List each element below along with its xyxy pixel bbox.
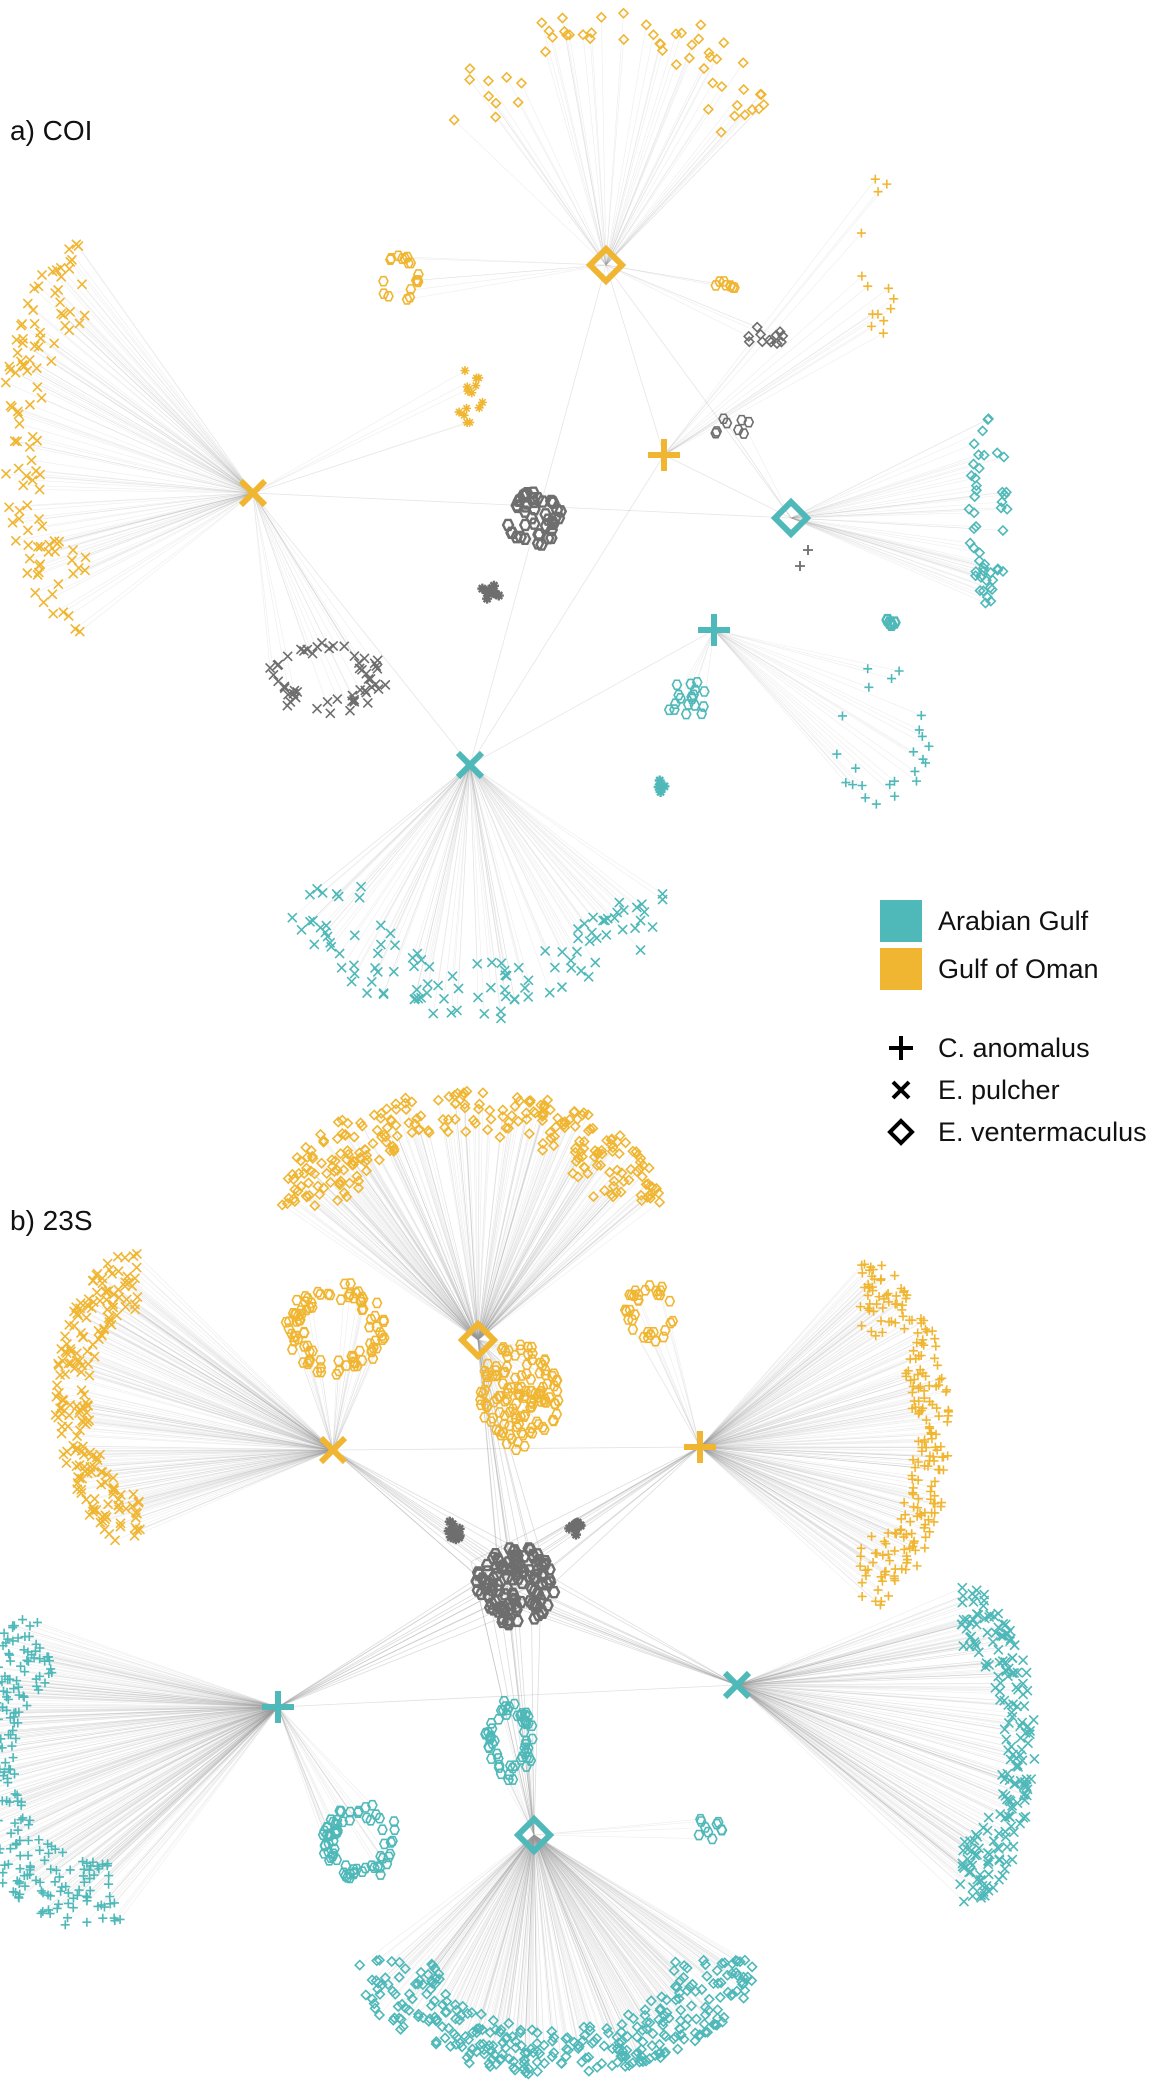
arabian-gulf-swatch bbox=[880, 900, 922, 942]
legend-item-gulf-of-oman: Gulf of Oman bbox=[880, 948, 1099, 990]
hub-cross bbox=[455, 750, 485, 780]
species-hubs bbox=[238, 244, 812, 1856]
legend-label: Arabian Gulf bbox=[938, 905, 1089, 936]
panel-label-coi: a) COI bbox=[10, 115, 93, 146]
gulf-of-oman-swatch bbox=[880, 948, 922, 990]
legend-item-c-anomalus: C. anomalus bbox=[880, 1032, 1090, 1064]
legend-label: E. pulcher bbox=[938, 1074, 1060, 1105]
legend-item-arabian-gulf: Arabian Gulf bbox=[880, 900, 1088, 942]
hub-plus bbox=[648, 439, 680, 471]
hub-diamond bbox=[513, 1814, 555, 1856]
hub-plus bbox=[684, 1431, 716, 1463]
legend-item-e-pulcher: E. pulcher bbox=[880, 1074, 1060, 1106]
legend-label: E. ventermaculus bbox=[938, 1116, 1147, 1147]
hub-diamond bbox=[585, 244, 627, 286]
hub-plus bbox=[698, 614, 730, 646]
hub-diamond bbox=[770, 497, 812, 539]
legend-label: C. anomalus bbox=[938, 1032, 1090, 1063]
hub-plus bbox=[262, 1691, 294, 1723]
hub-cross bbox=[722, 1670, 752, 1700]
network-nodes bbox=[0, 7, 1040, 2080]
panel-label-23s: b) 23S bbox=[10, 1205, 93, 1236]
hub-diamond bbox=[457, 1319, 499, 1361]
hub-cross bbox=[238, 478, 268, 508]
legend-item-e-ventermaculus: E. ventermaculus bbox=[880, 1116, 1147, 1148]
hub-cross bbox=[318, 1435, 348, 1465]
diamond-icon bbox=[887, 1118, 915, 1146]
legend-label: Gulf of Oman bbox=[938, 953, 1099, 984]
plus-icon bbox=[889, 1036, 913, 1060]
cross-icon bbox=[891, 1080, 911, 1100]
